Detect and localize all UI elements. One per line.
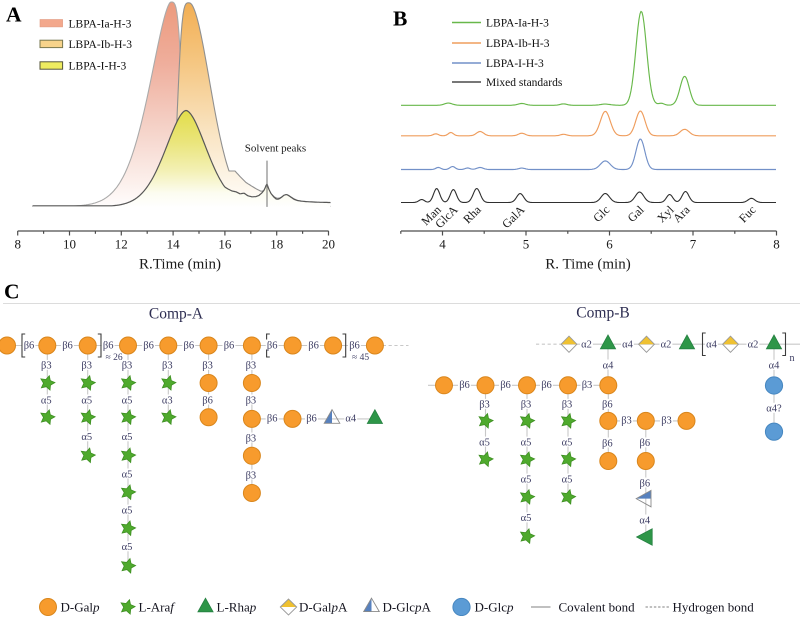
svg-text:LBPA-I-H-3: LBPA-I-H-3 xyxy=(486,58,544,70)
svg-text:α5: α5 xyxy=(479,437,490,448)
svg-text:D-GalpA: D-GalpA xyxy=(299,600,348,615)
svg-text:β6: β6 xyxy=(202,395,213,406)
svg-text:Comp-A: Comp-A xyxy=(149,306,204,323)
svg-text:8: 8 xyxy=(14,236,21,251)
svg-text:β6: β6 xyxy=(349,340,360,351)
svg-text:12: 12 xyxy=(115,236,128,251)
svg-text:β3: β3 xyxy=(479,400,490,411)
svg-text:β6: β6 xyxy=(224,340,235,351)
svg-text:4: 4 xyxy=(439,236,446,251)
svg-text:Comp-B: Comp-B xyxy=(576,305,629,322)
svg-text:α5: α5 xyxy=(81,432,92,443)
svg-text:α4: α4 xyxy=(622,339,634,350)
svg-text:C: C xyxy=(4,280,20,304)
svg-text:β6: β6 xyxy=(541,380,552,391)
svg-text:D-GlcpA: D-GlcpA xyxy=(383,600,432,615)
svg-text:L-Araf: L-Araf xyxy=(139,600,177,615)
svg-text:LBPA-I-H-3: LBPA-I-H-3 xyxy=(69,61,127,73)
svg-text:β3: β3 xyxy=(246,433,257,444)
svg-text:β6: β6 xyxy=(103,340,114,351)
svg-text:Solvent peaks: Solvent peaks xyxy=(245,143,306,155)
svg-text:LBPA-Ib-H-3: LBPA-Ib-H-3 xyxy=(486,38,550,50)
svg-text:α5: α5 xyxy=(122,505,133,516)
svg-text:8: 8 xyxy=(773,236,780,251)
svg-text:α5: α5 xyxy=(521,437,532,448)
svg-text:α3: α3 xyxy=(162,395,173,406)
svg-text:α5: α5 xyxy=(562,437,573,448)
svg-text:β3: β3 xyxy=(246,361,257,372)
svg-text:β6: β6 xyxy=(308,340,319,351)
svg-text:β6: β6 xyxy=(24,340,35,351)
svg-text:α5: α5 xyxy=(81,395,92,406)
svg-text:α2: α2 xyxy=(661,339,672,350)
svg-text:α5: α5 xyxy=(521,513,532,524)
svg-text:β3: β3 xyxy=(122,361,133,372)
svg-text:β3: β3 xyxy=(582,380,593,391)
svg-text:β3: β3 xyxy=(81,361,92,372)
svg-text:β3: β3 xyxy=(661,416,672,427)
svg-text:α2: α2 xyxy=(581,339,592,350)
svg-text:D-Galp: D-Galp xyxy=(61,600,101,615)
svg-text:β6: β6 xyxy=(184,340,195,351)
svg-text:18: 18 xyxy=(270,236,283,251)
svg-text:β6: β6 xyxy=(500,380,511,391)
svg-text:5: 5 xyxy=(523,236,530,251)
svg-text:β3: β3 xyxy=(562,400,573,411)
svg-text:α5: α5 xyxy=(41,395,52,406)
svg-text:≈ 26: ≈ 26 xyxy=(106,353,123,363)
svg-text:β6: β6 xyxy=(306,414,317,425)
svg-text:6: 6 xyxy=(606,236,613,251)
svg-text:α5: α5 xyxy=(562,474,573,485)
svg-text:α4: α4 xyxy=(706,339,718,350)
svg-text:A: A xyxy=(6,3,22,27)
svg-text:β3: β3 xyxy=(41,361,52,372)
svg-text:α5: α5 xyxy=(521,474,532,485)
svg-text:16: 16 xyxy=(218,236,232,251)
svg-text:LBPA-Ia-H-3: LBPA-Ia-H-3 xyxy=(69,18,132,30)
svg-text:Covalent bond: Covalent bond xyxy=(559,600,636,615)
svg-text:β3: β3 xyxy=(246,470,257,481)
svg-text:β3: β3 xyxy=(246,395,257,406)
svg-text:R.Time (min): R.Time (min) xyxy=(139,257,221,273)
svg-text:β3: β3 xyxy=(202,361,213,372)
svg-text:n: n xyxy=(790,353,795,364)
svg-text:β6: β6 xyxy=(143,340,154,351)
svg-text:β6: β6 xyxy=(640,438,651,449)
svg-text:α4: α4 xyxy=(345,414,357,425)
svg-text:β6: β6 xyxy=(267,414,278,425)
svg-text:α4: α4 xyxy=(639,515,651,526)
svg-text:20: 20 xyxy=(322,236,335,251)
svg-text:β6: β6 xyxy=(640,478,651,489)
svg-text:≈ 45: ≈ 45 xyxy=(352,353,369,363)
svg-text:α5: α5 xyxy=(122,542,133,553)
svg-text:LBPA-Ib-H-3: LBPA-Ib-H-3 xyxy=(69,39,133,51)
svg-text:10: 10 xyxy=(63,236,76,251)
svg-text:β6: β6 xyxy=(62,340,73,351)
svg-text:α4?: α4? xyxy=(766,404,782,415)
svg-text:α5: α5 xyxy=(122,432,133,443)
svg-text:β6: β6 xyxy=(459,380,470,391)
svg-text:β3: β3 xyxy=(621,416,632,427)
svg-text:α5: α5 xyxy=(122,395,133,406)
svg-text:α2: α2 xyxy=(748,339,759,350)
svg-text:L-Rhap: L-Rhap xyxy=(217,600,257,615)
svg-text:β6: β6 xyxy=(602,438,613,449)
svg-text:α4: α4 xyxy=(769,361,781,372)
svg-text:Hydrogen bond: Hydrogen bond xyxy=(673,600,755,615)
svg-text:Mixed standards: Mixed standards xyxy=(486,77,563,89)
svg-text:β6: β6 xyxy=(602,400,613,411)
svg-text:β6: β6 xyxy=(267,340,278,351)
svg-text:β3: β3 xyxy=(521,400,532,411)
svg-text:R. Time (min): R. Time (min) xyxy=(545,257,630,273)
svg-text:β3: β3 xyxy=(162,361,173,372)
svg-text:7: 7 xyxy=(690,236,697,251)
svg-text:B: B xyxy=(393,7,407,31)
svg-text:LBPA-Ia-H-3: LBPA-Ia-H-3 xyxy=(486,18,549,30)
svg-text:α4: α4 xyxy=(603,360,615,371)
svg-text:α5: α5 xyxy=(122,469,133,480)
svg-text:D-Glcp: D-Glcp xyxy=(475,600,515,615)
svg-text:14: 14 xyxy=(167,236,181,251)
